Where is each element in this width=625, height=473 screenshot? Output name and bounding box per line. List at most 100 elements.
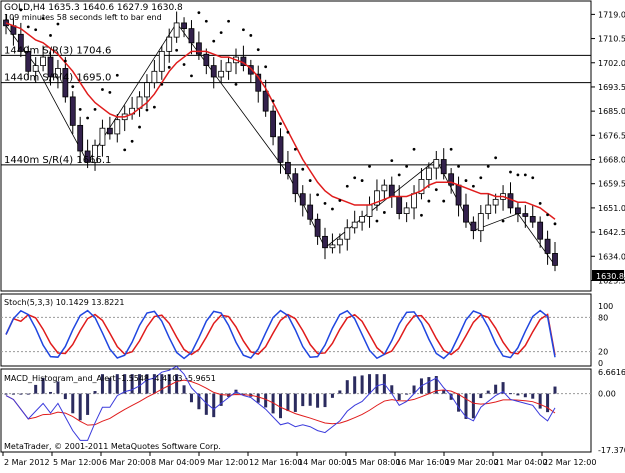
sar-dot [405, 164, 409, 168]
sar-dot [546, 213, 549, 217]
price-tick-label: 1685.0 [598, 107, 625, 116]
sar-dot [397, 173, 401, 177]
macd-histogram-bar [160, 374, 164, 394]
stoch-tick-label: 20 [598, 348, 608, 357]
sar-dot [123, 148, 127, 152]
sar-dot [412, 147, 416, 151]
macd-histogram-bar [345, 380, 349, 394]
stoch-title: Stoch(5,3,3) 10.1429 13.8221 [4, 298, 124, 307]
macd-histogram-bar [93, 391, 97, 394]
macd-histogram-bar [204, 393, 208, 415]
copyright-text: MetaTrader, © 2001-2011 MetaQuotes Softw… [4, 442, 221, 451]
bull-candle [151, 70, 158, 84]
sar-dot [382, 211, 386, 214]
stochastic-panel[interactable] [1, 309, 591, 360]
sar-dot [190, 74, 193, 78]
sar-dot [56, 22, 60, 26]
time-tick-label: 22 Mar 12:00 [543, 458, 596, 467]
macd-histogram-bar [301, 393, 305, 407]
macd-histogram-bar [34, 384, 38, 394]
sar-dot [212, 39, 216, 43]
price-tick-label: 1651.0 [598, 204, 625, 213]
bull-candle [351, 221, 358, 229]
sar-dot [293, 147, 297, 151]
sar-dot [78, 108, 82, 111]
moving-average-line [5, 22, 556, 220]
sar-dot [234, 82, 238, 86]
sar-dot [152, 105, 156, 109]
bear-candle [25, 50, 32, 72]
sar-dot [271, 99, 275, 103]
macd-histogram-bar [63, 393, 67, 400]
level-label-sr3: 1440m S/R(3) 1704.6 [4, 45, 111, 56]
macd-histogram-bar [19, 393, 23, 395]
macd-histogram-bar [26, 393, 30, 395]
macd-histogram-bar [553, 386, 557, 394]
bull-candle [329, 244, 336, 249]
bull-candle [485, 204, 492, 214]
macd-histogram-bar [479, 393, 483, 399]
macd-panel[interactable] [1, 365, 591, 441]
sar-dot [227, 19, 230, 23]
time-tick-label: 19 Mar 20:00 [445, 458, 498, 467]
stoch-main-line [5, 309, 556, 360]
sar-dot [523, 173, 527, 177]
sar-dot [471, 184, 475, 188]
macd-histogram-bar [316, 393, 320, 408]
bear-candle [77, 124, 84, 152]
bull-candle [492, 198, 499, 206]
bear-candle [544, 238, 551, 254]
sar-dot [130, 139, 134, 143]
sar-dot [249, 34, 253, 37]
macd-main-line [5, 365, 556, 441]
macd-histogram-bar [531, 393, 535, 399]
macd-histogram-bar [71, 393, 75, 414]
sar-dot [486, 164, 490, 168]
macd-histogram-bar [293, 393, 297, 412]
bear-candle [181, 22, 187, 30]
macd-histogram-bar [442, 390, 446, 394]
bear-candle [195, 42, 202, 55]
level-label-sr4-upper: 1440m S/R(4) 1695.0 [4, 73, 111, 84]
bull-candle [218, 70, 225, 78]
sar-dot [338, 199, 342, 202]
sar-dot [93, 108, 97, 111]
price-tick-label: 1642.5 [598, 228, 625, 237]
bear-candle [203, 53, 210, 67]
main-price-panel[interactable] [1, 0, 591, 272]
sar-dot [434, 188, 438, 192]
sar-dot [19, 8, 23, 12]
bear-candle [69, 96, 76, 126]
bull-candle [144, 82, 150, 98]
macd-histogram-bar [330, 393, 334, 398]
sar-dot [353, 176, 357, 180]
macd-tick-label: 6.6616 [598, 368, 625, 377]
sar-dot [516, 173, 520, 177]
sar-dot [86, 116, 90, 120]
macd-histogram-bar [175, 374, 179, 394]
macd-histogram-bar [152, 374, 156, 394]
macd-histogram-bar [494, 384, 498, 394]
time-tick-label: 5 Mar 12:00 [53, 458, 101, 467]
macd-histogram-bar [523, 393, 527, 398]
macd-histogram-bar [323, 393, 327, 408]
sar-dot [182, 63, 186, 66]
bull-candle [477, 213, 484, 232]
sar-dot [138, 125, 141, 129]
macd-histogram-bar [353, 376, 357, 394]
bull-candle [173, 22, 180, 38]
time-tick-label: 16 Mar 16:00 [396, 458, 449, 467]
sar-dot [167, 65, 171, 69]
macd-histogram-bar [516, 393, 520, 396]
macd-histogram-bar [256, 393, 260, 403]
sar-dot [345, 184, 349, 188]
macd-tick-label: 0.00 [598, 390, 616, 399]
bear-candle [440, 159, 447, 175]
macd-title: MACD_Histogram_and_Alert -1.5548 -4.4103… [4, 374, 216, 383]
sar-dot [242, 28, 245, 32]
bull-candle [359, 216, 366, 223]
sar-dot [449, 147, 453, 151]
macd-histogram-bar [286, 393, 290, 412]
